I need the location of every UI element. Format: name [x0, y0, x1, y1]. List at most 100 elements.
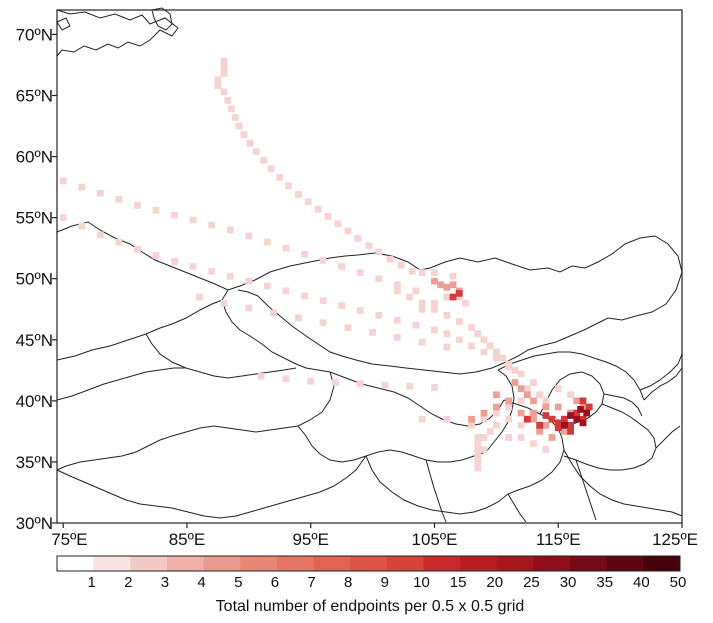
- endpoint-cell-medium: [548, 434, 556, 441]
- jiangsu-border: [563, 449, 683, 517]
- endpoint-cell-light: [542, 397, 550, 405]
- colorbar-swatch: [496, 556, 534, 571]
- colorbar-label: 2: [124, 574, 132, 591]
- endpoint-cell-light: [285, 182, 292, 190]
- endpoint-cell-light: [195, 293, 203, 301]
- colorbar-swatch: [570, 556, 608, 571]
- endpoint-cell-light: [245, 232, 253, 240]
- endpoint-cell-light: [171, 258, 178, 265]
- colorbar-swatch: [606, 556, 644, 571]
- endpoint-cell-light: [505, 403, 513, 411]
- colorbar-label: 35: [596, 574, 613, 591]
- qinghai-border: [297, 425, 487, 463]
- endpoint-cell-light: [480, 446, 488, 454]
- endpoint-cell-strong: [573, 409, 581, 417]
- endpoint-cell-light: [344, 227, 352, 235]
- endpoint-cell-light: [276, 173, 284, 181]
- mongolia-border: [237, 235, 683, 375]
- endpoint-cell-light: [474, 446, 482, 454]
- colorbar-swatch: [276, 556, 314, 571]
- gansu-border: [329, 371, 505, 427]
- endpoint-cell-light: [462, 299, 469, 307]
- xinjiang-border: [56, 371, 335, 471]
- endpoint-cell-light: [208, 221, 216, 229]
- lat-tick-label: 50ºN: [16, 270, 53, 289]
- endpoint-cell-light: [505, 363, 513, 371]
- endpoint-cell-medium: [468, 415, 476, 423]
- inner-mongolia-border: [497, 351, 645, 401]
- endpoint-cell-light: [78, 183, 86, 191]
- endpoint-cell-light: [397, 261, 405, 269]
- endpoint-cell-medium: [431, 277, 438, 285]
- endpoint-cell-light: [431, 326, 438, 334]
- endpoint-cell-light: [189, 263, 197, 270]
- endpoint-cell-light: [338, 302, 346, 309]
- endpoint-cell-light: [517, 397, 525, 405]
- endpoint-cell-light: [474, 452, 482, 460]
- endpoint-cell-light: [96, 231, 104, 239]
- endpoint-cell-light: [431, 299, 438, 307]
- korea-coast: [655, 425, 681, 449]
- endpoint-cell-light: [307, 377, 315, 385]
- endpoint-cell-light: [220, 88, 228, 96]
- colorbar-label: 10: [413, 574, 430, 591]
- endpoint-cell-light: [134, 246, 141, 253]
- lon-tick-label: 75ºE: [51, 530, 87, 549]
- endpoint-cell-light: [455, 318, 463, 325]
- endpoint-cell-light: [468, 421, 476, 429]
- endpoint-cell-light: [517, 370, 525, 378]
- endpoint-cell-light: [455, 336, 463, 344]
- endpoint-cell-intense: [567, 412, 575, 419]
- colorbar-swatch: [57, 556, 94, 571]
- colorbar-title: Total number of endpoints per 0.5 x 0.5 …: [216, 598, 525, 615]
- endpoint-cell-light: [257, 373, 265, 380]
- endpoint-cell-light: [406, 382, 414, 390]
- kazakhstan-china-border: [221, 289, 331, 373]
- endpoint-cell-light: [214, 82, 222, 90]
- colorbar-swatch: [203, 556, 241, 571]
- endpoint-cell-light: [365, 242, 373, 250]
- endpoint-cell-light: [220, 299, 228, 307]
- henan-border: [503, 399, 565, 495]
- colorbar-swatch: [643, 556, 681, 571]
- endpoint-cell-medium: [542, 403, 550, 411]
- endpoint-cell-light: [226, 226, 234, 234]
- lat-tick-label: 45ºN: [16, 331, 53, 350]
- endpoint-cell-light: [530, 379, 537, 386]
- endpoint-cell-medium: [523, 391, 531, 399]
- lon-tick-label: 95ºE: [292, 530, 328, 549]
- colorbar-label: 9: [381, 574, 389, 591]
- colorbar: 1 2 3 4 5 6 7 8 9 10 15 20 25 30 35 40 50: [56, 555, 686, 591]
- endpoint-cell-light: [406, 293, 414, 301]
- endpoint-cell-light: [282, 375, 290, 383]
- endpoint-cell-light: [59, 177, 67, 185]
- endpoint-cell-strong: [554, 419, 562, 427]
- tajik-border: [56, 367, 186, 401]
- endpoint-cell-light: [536, 391, 544, 399]
- endpoint-cell-light: [486, 428, 494, 435]
- jilin-border: [643, 367, 683, 401]
- central-asia-border: [56, 299, 223, 361]
- endpoint-cell-light: [511, 366, 519, 374]
- map-frame: [56, 9, 683, 524]
- endpoint-cell-light: [418, 338, 426, 346]
- endpoint-cell-light: [455, 293, 463, 301]
- endpoint-cell-light: [270, 309, 277, 317]
- endpoint-cell-light: [226, 272, 234, 280]
- endpoint-cell-light: [449, 272, 457, 280]
- endpoint-cell-light: [235, 122, 243, 130]
- endpoint-cell-light: [431, 269, 438, 276]
- endpoint-cell-light: [505, 434, 513, 441]
- endpoint-cell-light: [567, 391, 575, 399]
- endpoint-cell-medium: [449, 281, 457, 289]
- endpoint-cell-light: [468, 324, 476, 331]
- endpoint-cell-medium: [536, 428, 544, 435]
- endpoint-cell-light: [152, 252, 160, 259]
- endpoint-cell-light: [393, 316, 401, 324]
- endpoint-cell-light: [468, 342, 476, 350]
- longitude-axis: 75ºE 85ºE 95ºE 105ºE 115ºE 125ºE: [51, 523, 698, 549]
- endpoint-cell-light: [393, 287, 401, 295]
- lat-tick-label: 70ºN: [16, 25, 53, 44]
- endpoint-cell-light: [78, 222, 86, 230]
